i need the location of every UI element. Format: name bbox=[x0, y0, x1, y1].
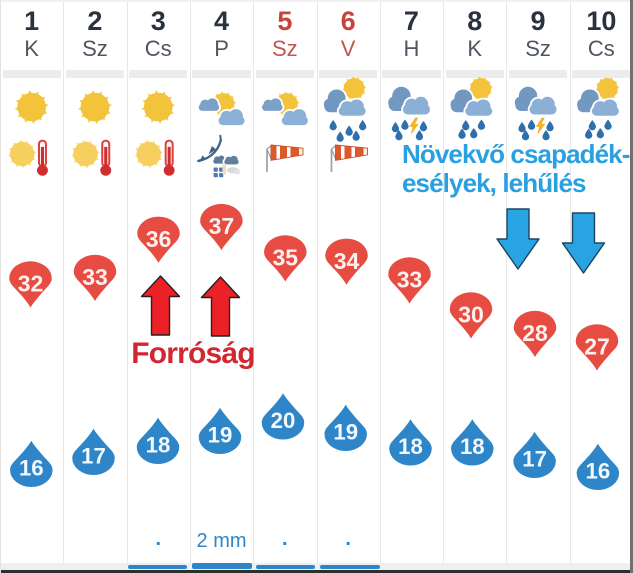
svg-text:16: 16 bbox=[19, 455, 44, 480]
svg-text:33: 33 bbox=[82, 264, 108, 290]
svg-text:33: 33 bbox=[397, 267, 423, 293]
svg-text:17: 17 bbox=[522, 446, 547, 471]
svg-text:35: 35 bbox=[273, 245, 299, 271]
svg-text:28: 28 bbox=[522, 320, 548, 346]
svg-text:36: 36 bbox=[146, 226, 172, 252]
svg-text:20: 20 bbox=[271, 408, 296, 433]
svg-text:19: 19 bbox=[208, 422, 233, 447]
svg-text:18: 18 bbox=[460, 434, 485, 459]
svg-text:18: 18 bbox=[146, 432, 171, 457]
svg-text:27: 27 bbox=[584, 334, 610, 360]
svg-text:19: 19 bbox=[333, 419, 358, 444]
svg-text:17: 17 bbox=[81, 443, 106, 468]
svg-text:16: 16 bbox=[586, 458, 611, 483]
svg-text:37: 37 bbox=[209, 213, 235, 239]
svg-text:30: 30 bbox=[458, 302, 484, 328]
svg-text:18: 18 bbox=[398, 434, 423, 459]
svg-text:34: 34 bbox=[334, 248, 360, 274]
svg-text:32: 32 bbox=[18, 271, 44, 297]
